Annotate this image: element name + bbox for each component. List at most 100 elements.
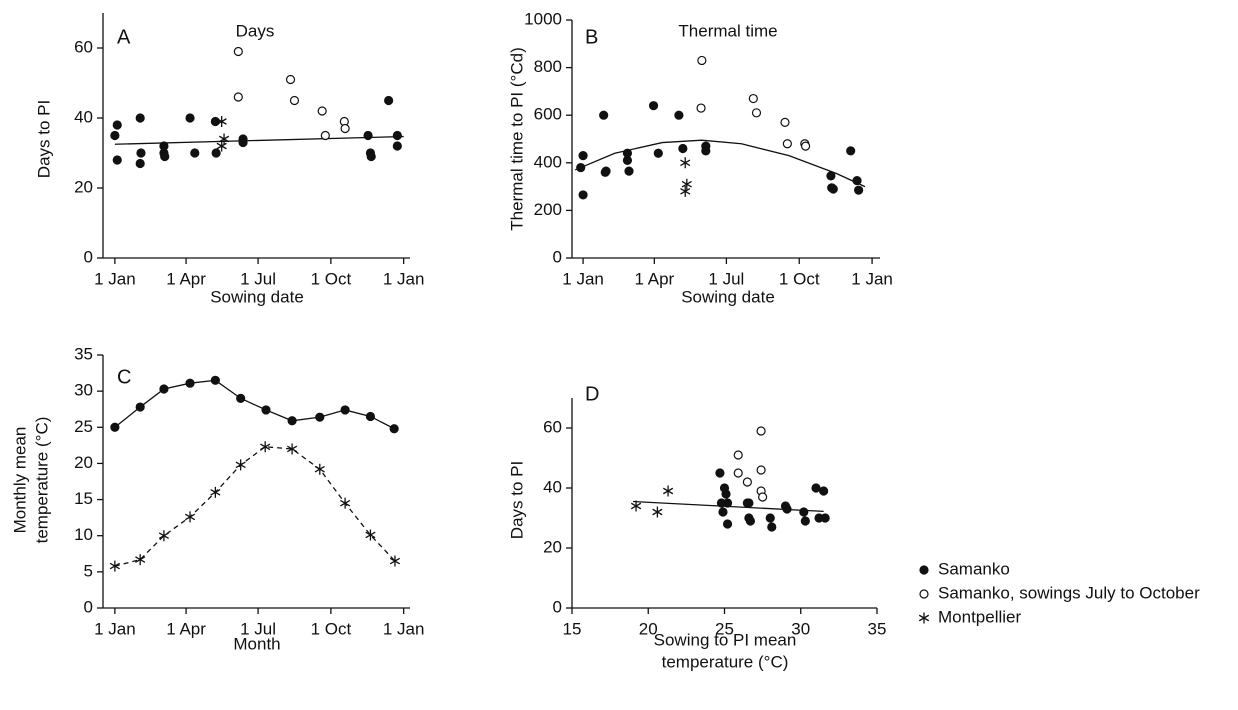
y-tick-label: 40 — [74, 107, 93, 126]
filled-point — [366, 151, 376, 162]
open-point — [233, 92, 243, 102]
filled-point — [363, 130, 373, 141]
x-axis-label: Month — [233, 634, 280, 653]
y-axis-label: Thermal time to PI (°Cd) — [507, 47, 526, 230]
open-point — [317, 106, 327, 116]
filled-point — [722, 519, 733, 529]
filled-point — [578, 151, 588, 161]
star-point — [314, 463, 325, 475]
open-point — [733, 468, 743, 478]
y-tick-label: 200 — [534, 200, 562, 219]
filled-point — [392, 130, 402, 141]
y-tick-label: 20 — [543, 537, 562, 556]
star-point — [389, 555, 401, 567]
star-point — [340, 497, 351, 509]
filled-point — [384, 95, 394, 106]
filled-point — [112, 120, 122, 130]
x-axis-label: Sowing date — [681, 287, 775, 306]
y-tick-label: 25 — [74, 417, 93, 436]
star-point — [630, 500, 642, 512]
star-point — [216, 116, 227, 127]
open-point — [289, 95, 300, 106]
open-point — [733, 450, 743, 460]
y-tick-label: 0 — [84, 247, 93, 266]
open-point — [320, 130, 330, 141]
x-tick-label: 1 Apr — [166, 269, 206, 288]
open-point — [751, 108, 762, 118]
star-point — [135, 554, 146, 566]
star-point — [287, 443, 298, 455]
star-point — [652, 506, 663, 518]
filled-point — [819, 486, 829, 496]
filled-point — [365, 411, 376, 422]
star-point — [210, 486, 221, 498]
filled-point — [287, 416, 297, 426]
x-axis-label: Sowing to PI mean — [654, 630, 797, 649]
star-point — [681, 178, 692, 190]
filled-point — [722, 498, 733, 508]
legend-marker — [918, 612, 930, 624]
legend-label: Samanko, sowings July to October — [938, 583, 1200, 602]
filled-point — [653, 148, 663, 158]
y-tick-label: 35 — [74, 344, 93, 363]
star-point — [158, 530, 170, 542]
legend-label: Montpellier — [938, 607, 1021, 626]
x-tick-label: 1 Jan — [94, 619, 136, 638]
open-point — [756, 465, 766, 475]
filled-point — [846, 146, 856, 156]
x-tick-label: 1 Jul — [240, 619, 276, 638]
open-point — [696, 103, 706, 113]
x-tick-label: 25 — [715, 619, 734, 638]
y-axis-label: temperature (°C) — [32, 417, 51, 544]
filled-point — [160, 151, 170, 162]
filled-point — [578, 190, 588, 200]
open-point — [233, 46, 243, 57]
x-tick-label: 1 Apr — [166, 619, 206, 638]
x-tick-label: 20 — [639, 619, 658, 638]
star-point — [680, 157, 691, 169]
open-point — [800, 141, 811, 151]
filled-point — [136, 148, 146, 158]
y-tick-label: 20 — [74, 177, 93, 196]
star-point — [109, 560, 120, 572]
filled-point — [236, 393, 246, 403]
panel-letter: A — [117, 26, 131, 48]
open-point — [340, 123, 350, 134]
filled-point — [648, 101, 659, 111]
filled-point — [340, 405, 350, 415]
filled-point — [622, 155, 633, 166]
y-tick-label: 0 — [84, 597, 93, 616]
filled-point — [765, 513, 775, 523]
y-tick-label: 800 — [534, 57, 562, 76]
filled-point — [599, 110, 609, 120]
filled-point — [211, 148, 221, 158]
open-point — [742, 477, 752, 487]
filled-point — [744, 498, 754, 508]
filled-point — [185, 378, 195, 388]
filled-point — [135, 402, 145, 412]
panel-letter: B — [585, 26, 598, 48]
x-tick-label: 1 Jan — [383, 269, 425, 288]
filled-point — [745, 516, 756, 526]
panel-letter: D — [585, 383, 599, 405]
y-tick-label: 20 — [74, 453, 93, 472]
x-tick-label: 35 — [868, 619, 887, 638]
y-axis-label: Days to PI — [34, 100, 53, 178]
star-point — [218, 133, 230, 145]
x-tick-label: 1 Oct — [311, 269, 352, 288]
y-tick-label: 0 — [553, 597, 562, 616]
open-point — [748, 93, 758, 104]
open-point — [697, 55, 707, 66]
filled-point — [238, 137, 248, 148]
star-point — [365, 529, 376, 541]
filled-point — [721, 489, 731, 499]
filled-point — [185, 113, 195, 123]
open-point — [285, 74, 296, 85]
filled-point — [159, 141, 169, 151]
x-tick-label: 1 Apr — [634, 269, 674, 288]
x-tick-label: 1 Jan — [562, 269, 604, 288]
filled-point — [389, 424, 399, 434]
trend-line — [574, 139, 866, 188]
filled-point — [701, 146, 711, 156]
